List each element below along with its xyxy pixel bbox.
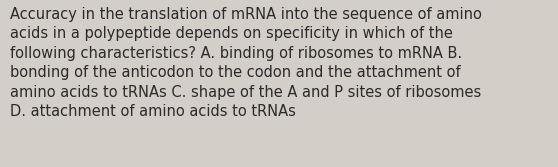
Text: Accuracy in the translation of mRNA into the sequence of amino
acids in a polype: Accuracy in the translation of mRNA into…	[10, 7, 482, 119]
